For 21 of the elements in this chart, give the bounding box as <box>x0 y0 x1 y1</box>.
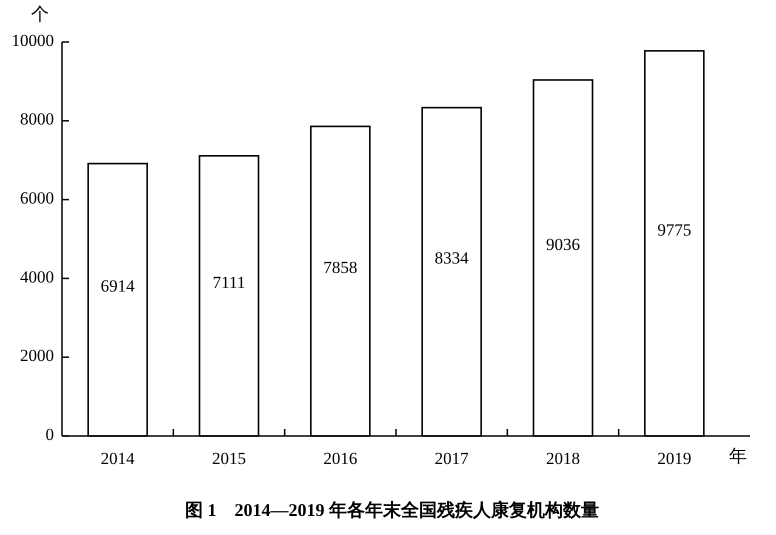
x-tick-label: 2015 <box>212 448 246 468</box>
y-tick-label: 4000 <box>20 267 54 286</box>
x-tick-label: 2016 <box>323 448 358 468</box>
data-label: 6914 <box>100 276 136 296</box>
data-label: 9036 <box>546 234 580 254</box>
x-tick-label: 2018 <box>546 448 580 468</box>
y-tick-label: 0 <box>46 424 54 444</box>
y-tick-label: 10000 <box>12 30 54 50</box>
text: 图 1 2014—2019 年各年末全国残疾人康复机构数量 <box>185 500 599 520</box>
x-tick-label: 2019 <box>657 448 692 468</box>
data-label: 7858 <box>323 258 358 278</box>
x-tick-label: 2014 <box>100 448 136 468</box>
y-axis-title: 个 <box>31 4 49 24</box>
data-label: 7111 <box>212 272 246 292</box>
x-tick-label: 2017 <box>434 448 470 468</box>
data-label: 9775 <box>657 220 692 240</box>
y-tick-label: 6000 <box>20 188 54 208</box>
y-tick-label: 2000 <box>20 346 54 366</box>
y-tick-label: 8000 <box>20 110 54 129</box>
data-label: 8334 <box>434 248 470 268</box>
x-axis-title: 年 <box>729 446 747 466</box>
